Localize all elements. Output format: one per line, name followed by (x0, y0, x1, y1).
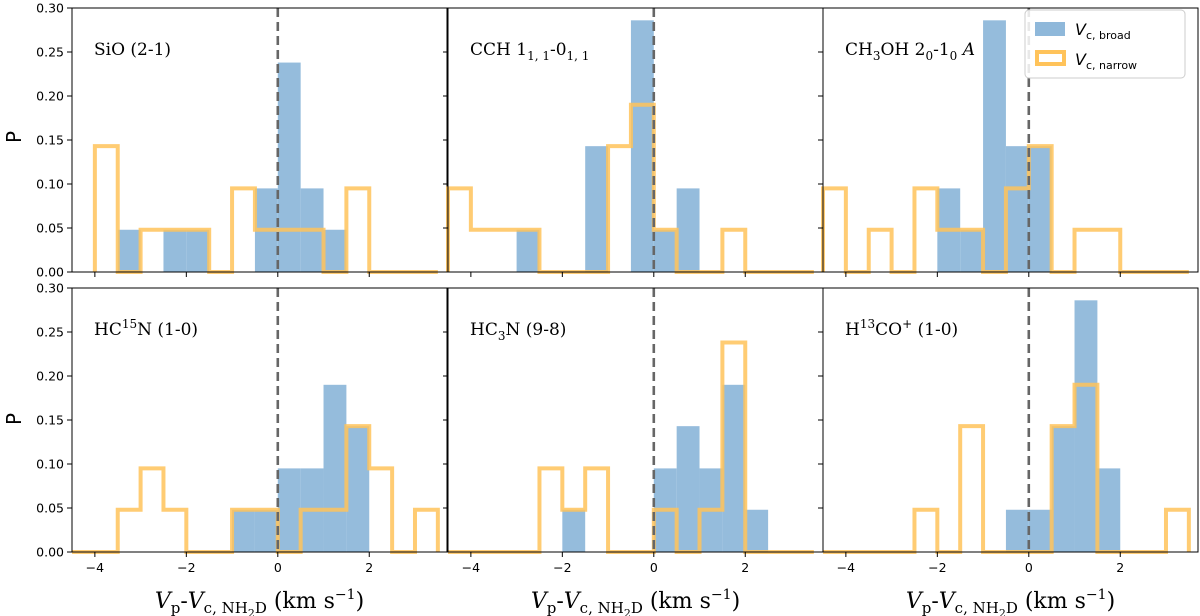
broad-bar (277, 468, 301, 552)
y-tick-label: 0.05 (36, 501, 64, 516)
broad-bar (960, 229, 984, 272)
legend-swatch-broad (1035, 22, 1065, 36)
narrow-step (72, 424, 440, 554)
broad-bar (323, 229, 347, 272)
ylabel-bottom: P (2, 413, 26, 425)
panel-cch: CCH 11, 1-01, 1 (443, 7, 824, 277)
broad-bar (163, 229, 187, 272)
broad-bar (1005, 509, 1029, 552)
x-tick-label: −2 (553, 560, 571, 575)
x-tick-label: −2 (177, 560, 195, 575)
broad-bar (1005, 146, 1029, 272)
x-tick-label: −2 (928, 560, 946, 575)
broad-bar (630, 20, 654, 272)
panel-title: HC15N (1-0) (94, 317, 198, 340)
broad-bar (516, 229, 540, 272)
broad-bar (1028, 509, 1052, 552)
y-tick-label: 0.20 (36, 89, 64, 104)
y-tick-label: 0.10 (36, 177, 64, 192)
legend-label-narrow: Vc, narrow (1075, 50, 1137, 72)
panel-title: CCH 11, 1-01, 1 (470, 40, 589, 63)
panel-hc3n: −4 −2 0 2 HC3N (9-8) (443, 287, 824, 575)
panel-title: HC3N (9-8) (470, 320, 566, 343)
narrow-step (446, 102, 814, 274)
panel-hc15n: −4 −2 0 2 0.00 0.05 0.10 0.15 0.20 0.25 0.30 HC15N … (36, 281, 448, 575)
x-tick-label: 2 (741, 560, 749, 575)
y-tick-label: 0.05 (36, 221, 64, 236)
panel-h13co: −4 −2 0 2 H13CO+ (1-0) (818, 287, 1199, 575)
broad-bar (1074, 300, 1098, 552)
broad-bar (676, 188, 700, 272)
legend-label-broad: Vc, broad (1075, 20, 1131, 42)
broad-bar (1028, 146, 1052, 272)
x-tick-label: −4 (462, 560, 480, 575)
broad-bar (346, 426, 370, 552)
ylabel-top: P (2, 131, 26, 143)
x-tick-label: 0 (650, 560, 658, 575)
broad-bar (1051, 426, 1075, 552)
x-tick-label: 2 (1116, 560, 1124, 575)
y-tick-label: 0.30 (36, 281, 64, 296)
xlabel: Vp-Vc, NH2D (km s−1) (531, 587, 740, 616)
broad-bar (745, 509, 769, 552)
y-tick-label: 0.25 (36, 325, 64, 340)
y-tick-label: 0.25 (36, 45, 64, 60)
xlabel: Vp-Vc, NH2D (km s−1) (906, 587, 1115, 616)
broad-bar (676, 426, 700, 552)
panel-title: CH3OH 20-10 A (845, 40, 975, 63)
broad-bar (186, 229, 210, 272)
broad-bar (323, 384, 347, 552)
y-tick-label: 0.15 (36, 133, 64, 148)
y-tick-label: 0.10 (36, 457, 64, 472)
broad-bar (117, 229, 141, 272)
broad-bar (1097, 468, 1121, 552)
x-tick-label: 2 (365, 560, 373, 575)
y-tick-label: 0.00 (36, 545, 64, 560)
x-tick-label: −4 (837, 560, 855, 575)
broad-bar (722, 384, 746, 552)
x-tick-label: 0 (274, 560, 282, 575)
broad-bar (254, 509, 278, 552)
x-tick-label: −4 (86, 560, 104, 575)
broad-bar (653, 229, 677, 272)
y-tick-label: 0.20 (36, 369, 64, 384)
broad-bar (562, 509, 586, 552)
panel-sio: 0.00 0.05 0.10 0.15 0.20 0.25 0.30 SiO (2-1) (36, 1, 448, 280)
panel-title: SiO (2-1) (94, 40, 171, 60)
y-tick-label: 0.15 (36, 413, 64, 428)
xlabel: Vp-Vc, NH2D (km s−1) (155, 587, 364, 616)
broad-bar (983, 20, 1006, 272)
legend: Vc, broad Vc, narrow (1024, 9, 1186, 79)
broad-bar (277, 62, 301, 273)
x-tick-label: 0 (1025, 560, 1033, 575)
y-tick-label: 0.00 (36, 265, 64, 280)
y-tick-label: 0.30 (36, 1, 64, 16)
panel-title: H13CO+ (1-0) (845, 317, 958, 340)
broad-bar (232, 509, 255, 552)
broad-bar (585, 146, 609, 272)
legend-swatch-narrow (1035, 50, 1066, 66)
